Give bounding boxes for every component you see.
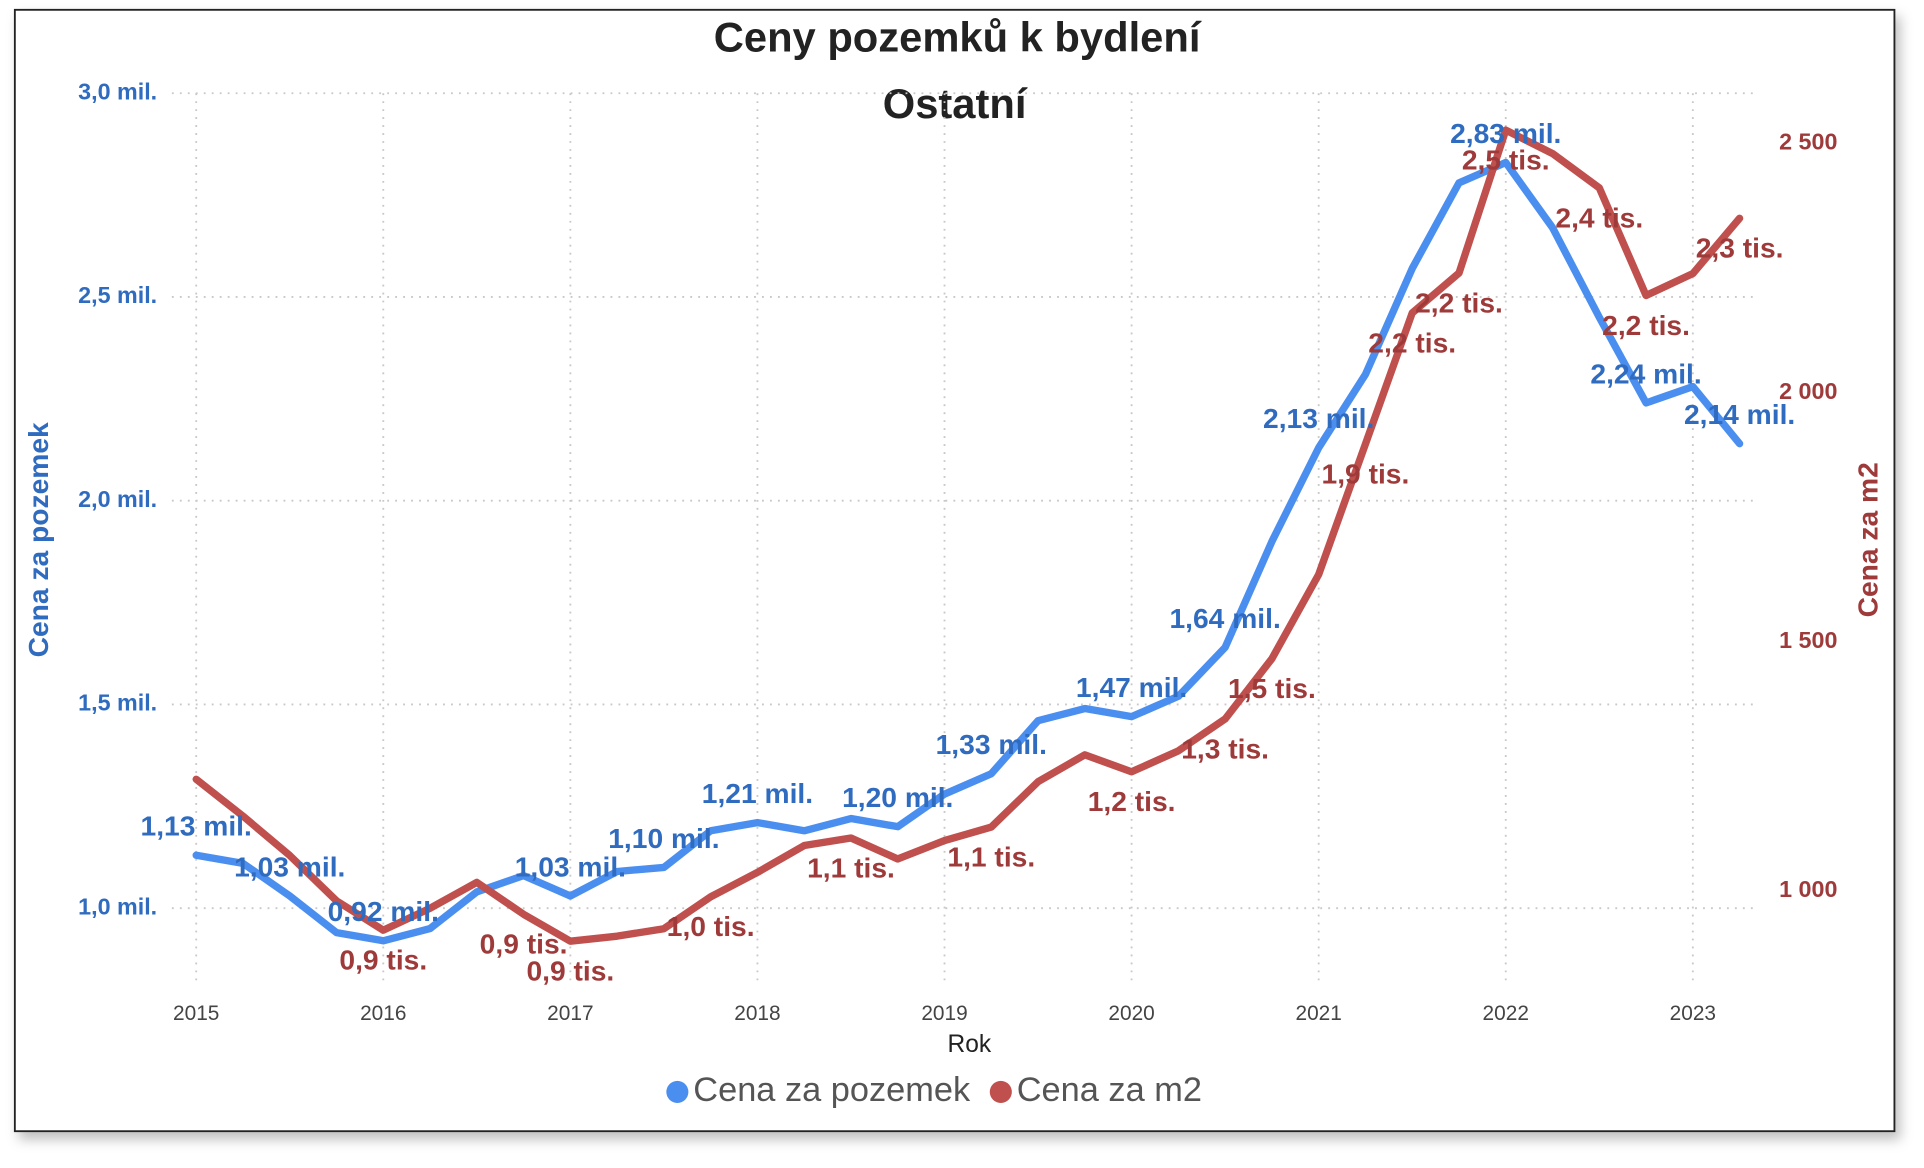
legend-label: Cena za m2 — [1017, 1071, 1202, 1109]
data-label: 1,21 mil. — [702, 777, 813, 809]
chart-title: Ceny pozemků k bydlení — [714, 14, 1202, 61]
data-label: 0,9 tis. — [480, 928, 568, 960]
legend-marker — [666, 1080, 689, 1103]
data-label: 2,13 mil. — [1263, 402, 1374, 434]
data-label: 1,5 tis. — [1228, 672, 1316, 704]
x-tick-label: 2020 — [1108, 1002, 1154, 1025]
x-tick-label: 2017 — [547, 1002, 593, 1025]
y2-tick-label: 1 500 — [1779, 627, 1837, 653]
y-axis-label: Cena za pozemek — [22, 422, 54, 657]
data-label: 2,2 tis. — [1368, 326, 1456, 358]
legend-marker — [989, 1080, 1012, 1103]
series-line — [192, 126, 1744, 945]
data-label: 1,03 mil. — [515, 850, 626, 882]
x-tick-label: 2019 — [921, 1002, 967, 1025]
data-label: 0,9 tis. — [339, 944, 427, 976]
y-tick-label: 2,5 mil. — [78, 282, 157, 308]
x-tick-label: 2018 — [734, 1002, 780, 1025]
x-tick-label: 2015 — [173, 1002, 219, 1025]
data-label: 1,9 tis. — [1322, 457, 1410, 489]
data-label: 1,33 mil. — [936, 728, 1047, 760]
data-label: 2,2 tis. — [1415, 286, 1503, 318]
y-tick-label: 3,0 mil. — [78, 78, 157, 104]
data-label: 1,13 mil. — [141, 810, 252, 842]
data-label: 1,1 tis. — [807, 851, 895, 883]
x-tick-label: 2016 — [360, 1002, 406, 1025]
data-label: 1,20 mil. — [842, 781, 953, 813]
data-label: 1,0 tis. — [667, 910, 755, 942]
data-label: 1,47 mil. — [1076, 671, 1187, 703]
legend-label: Cena za pozemek — [693, 1071, 971, 1109]
data-label: 1,2 tis. — [1088, 785, 1176, 817]
y2-tick-label: 1 000 — [1779, 876, 1837, 902]
data-label: 1,10 mil. — [608, 822, 719, 854]
y-tick-label: 1,0 mil. — [78, 893, 157, 919]
legend: Cena za pozemek Cena za m2 — [666, 1071, 1202, 1109]
y2-tick-label: 2 000 — [1779, 378, 1837, 404]
data-label: 2,3 tis. — [1696, 232, 1784, 264]
data-label: 2,2 tis. — [1602, 309, 1690, 341]
series-line — [192, 158, 1744, 945]
x-axis-label: Rok — [948, 1031, 992, 1058]
y-tick-label: 1,5 mil. — [78, 690, 157, 716]
data-label: 1,3 tis. — [1181, 732, 1269, 764]
data-label: 2,83 mil. — [1450, 117, 1561, 149]
data-label: 1,1 tis. — [947, 840, 1035, 872]
data-label: 2,24 mil. — [1590, 357, 1701, 389]
data-label: 2,14 mil. — [1684, 398, 1795, 430]
y2-tick-label: 2 500 — [1779, 129, 1837, 155]
data-label: 2,4 tis. — [1555, 201, 1643, 233]
x-tick-label: 2021 — [1295, 1002, 1341, 1025]
x-tick-label: 2022 — [1483, 1002, 1529, 1025]
data-label: 0,9 tis. — [526, 955, 614, 987]
data-label: 0,92 mil. — [328, 895, 439, 927]
data-label: 1,64 mil. — [1169, 602, 1280, 634]
data-label: 1,03 mil. — [234, 850, 345, 882]
y-tick-label: 2,0 mil. — [78, 486, 157, 512]
x-tick-label: 2023 — [1670, 1002, 1716, 1025]
data-label: 2,5 tis. — [1462, 143, 1550, 175]
y2-axis-label: Cena za m2 — [1851, 462, 1883, 617]
chart-subtitle: Ostatní — [883, 80, 1028, 127]
frame — [13, 8, 1896, 1133]
